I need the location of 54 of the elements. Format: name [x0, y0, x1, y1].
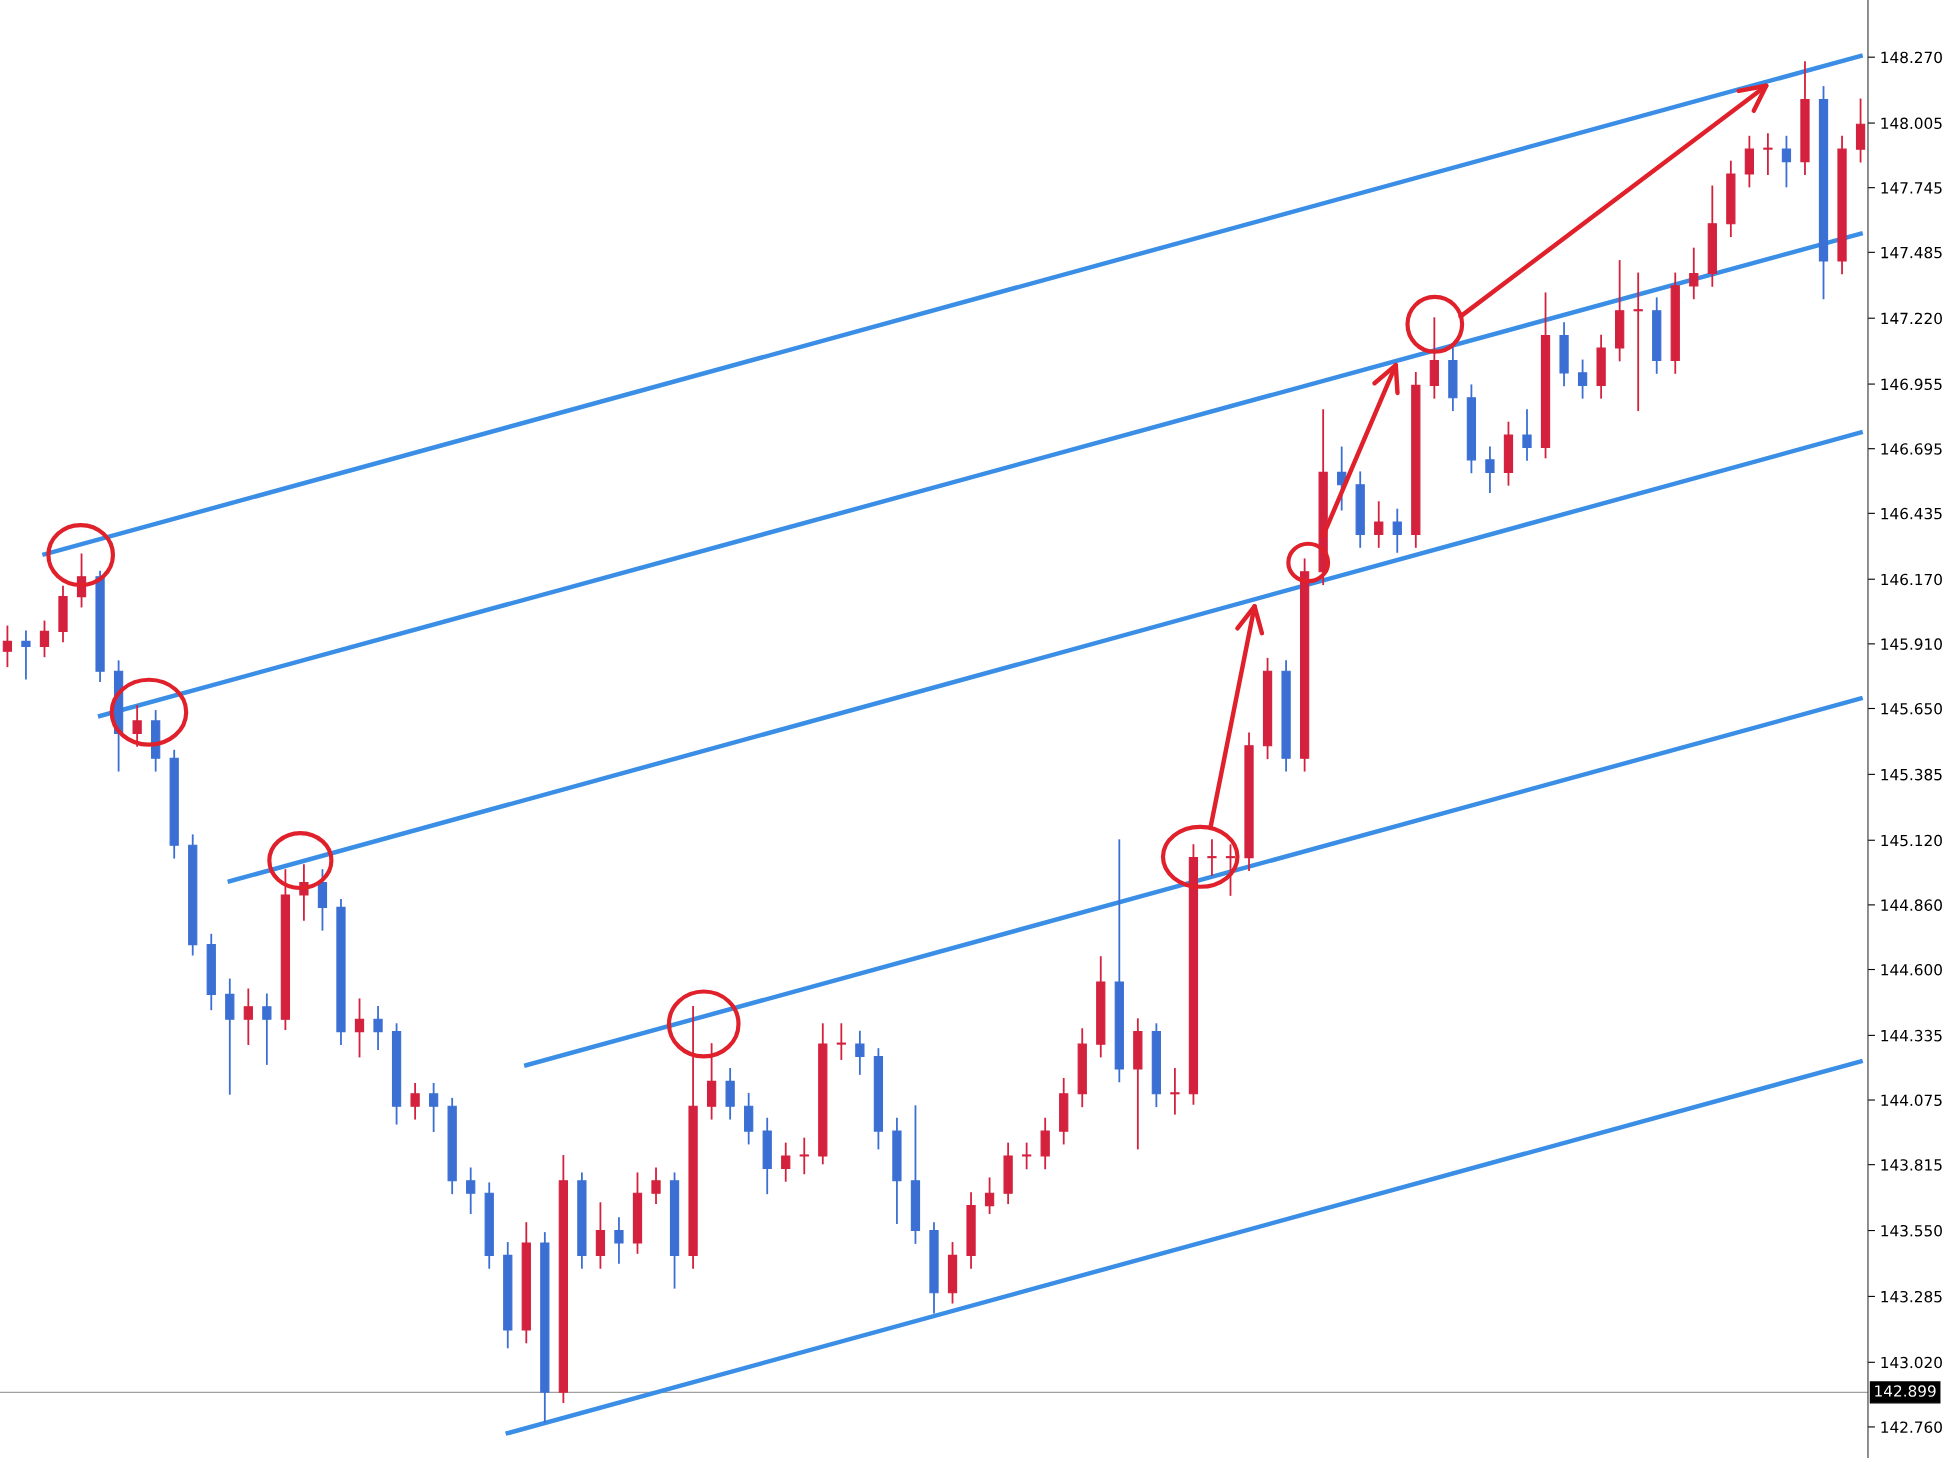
candlestick [781, 1142, 791, 1182]
y-tick-label: 145.120 [1881, 834, 1942, 847]
candlestick [1225, 844, 1236, 896]
candlestick [984, 1177, 995, 1215]
y-tick-label: 147.745 [1881, 182, 1942, 194]
y-tick-label: 144.075 [1881, 1094, 1942, 1107]
candlestick [799, 1137, 809, 1175]
y-tick-label: 147.485 [1881, 246, 1942, 259]
candlestick [1781, 135, 1792, 188]
candlestick [1485, 446, 1495, 494]
y-tick-label: 146.955 [1881, 378, 1942, 391]
candlestick [1577, 359, 1588, 399]
candlestick [614, 1217, 624, 1264]
y-tick-label: 146.435 [1881, 507, 1942, 520]
candlestick [132, 705, 142, 747]
y-tick-label: 148.270 [1881, 51, 1942, 64]
candlestick [1392, 508, 1402, 553]
candlestick [836, 1023, 846, 1060]
y-tick-label: 142.760 [1881, 1421, 1942, 1433]
y-tick-label: 144.600 [1881, 963, 1942, 976]
y-tick-label: 146.695 [1881, 443, 1942, 455]
candlestick [262, 993, 272, 1065]
ref-line-label: 142.899 [1875, 1385, 1936, 1397]
y-tick-label: 148.005 [1881, 117, 1942, 130]
y-tick-label: 143.550 [1881, 1225, 1942, 1237]
y-tick-label: 145.910 [1881, 638, 1942, 650]
candlestick [429, 1082, 439, 1133]
y-tick-label: 144.335 [1881, 1029, 1942, 1042]
candlestick [373, 1005, 383, 1050]
candlestick [1522, 409, 1532, 461]
candlestick [21, 630, 31, 680]
y-tick-label: 146.170 [1881, 573, 1942, 586]
candlestick [39, 620, 50, 658]
y-tick-label: 143.020 [1881, 1356, 1942, 1369]
y-tick-label: 145.385 [1881, 768, 1942, 781]
candlestick [1689, 247, 1699, 300]
candlestick [2, 625, 13, 668]
candlestick [410, 1082, 420, 1120]
y-tick-label: 143.285 [1881, 1290, 1942, 1303]
y-tick-label: 147.220 [1881, 312, 1942, 325]
candlestick [855, 1030, 865, 1075]
candlestick [1763, 133, 1773, 175]
candlestick [243, 988, 253, 1045]
candlestick [1374, 501, 1384, 548]
y-tick-label: 144.860 [1881, 899, 1942, 911]
candlestick [651, 1167, 661, 1205]
candlestick [1022, 1142, 1032, 1170]
candlestick [1207, 839, 1217, 876]
candlestick [354, 998, 365, 1058]
candlestick [466, 1167, 476, 1215]
candlestick [1633, 272, 1643, 412]
y-tick-label: 145.650 [1881, 702, 1942, 715]
candlestick [1170, 1068, 1180, 1115]
y-tick-label: 143.815 [1881, 1159, 1942, 1171]
